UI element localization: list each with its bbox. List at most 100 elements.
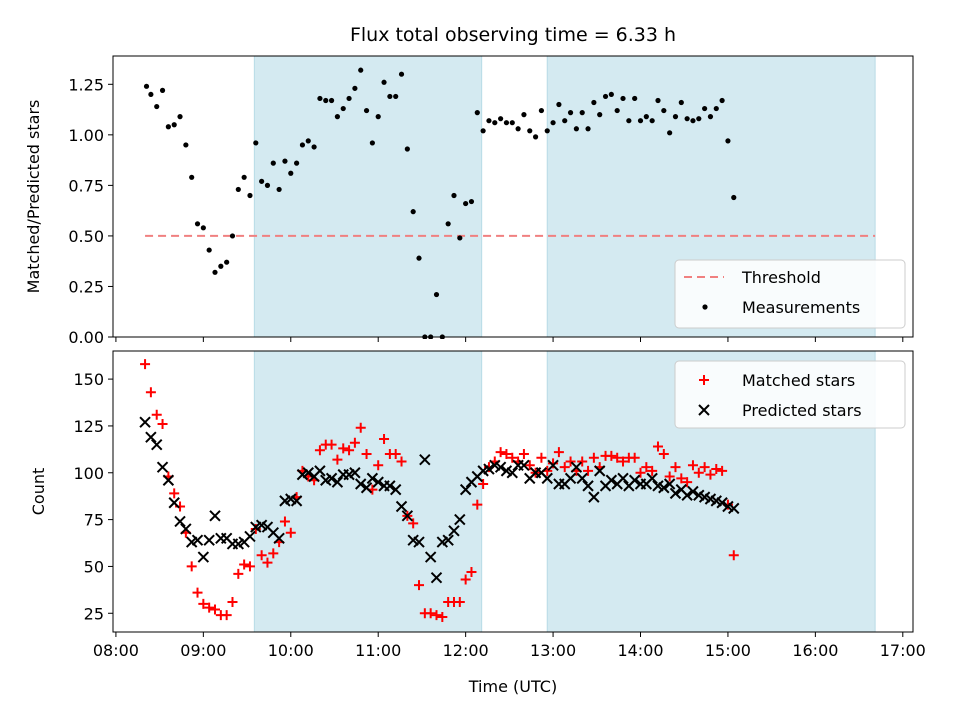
matched-star-point: [221, 610, 232, 621]
measurement-point: [608, 91, 614, 98]
matched-star-point: [431, 610, 442, 621]
matched-star-point: [437, 612, 448, 623]
measurement-point: [474, 110, 480, 116]
matched-star-point: [227, 597, 238, 608]
matched-star-point: [349, 437, 360, 448]
predicted-star-point: [442, 534, 454, 546]
predicted-star-point: [168, 497, 180, 509]
predicted-star-point: [401, 510, 414, 522]
measurement-point: [433, 291, 440, 298]
legend-threshold-label: Threshold: [741, 268, 821, 287]
matched-star-point: [658, 449, 669, 460]
y-tick-label: 150: [73, 370, 104, 389]
predicted-star-point: [360, 482, 373, 494]
measurement-point: [550, 120, 556, 126]
predicted-star-point: [314, 465, 326, 477]
matched-star-point: [256, 550, 267, 561]
measurement-point: [404, 146, 410, 152]
measurement-point: [498, 116, 504, 122]
matched-star-point: [355, 422, 366, 433]
matched-star-point: [262, 557, 273, 568]
matched-star-point: [460, 574, 471, 585]
matched-star-point: [583, 465, 594, 476]
measurement-point: [667, 130, 673, 136]
legend-box: [674, 259, 906, 329]
matched-star-point: [244, 561, 255, 572]
x-tick-label: 16:00: [792, 641, 838, 660]
measurement-point: [655, 97, 661, 104]
y-tick-label: 25: [84, 604, 104, 623]
measurement-point: [398, 71, 405, 77]
predicted-star-point: [582, 480, 594, 492]
measurement-point: [218, 263, 224, 269]
measurement-point: [451, 192, 457, 199]
predicted-star-point: [325, 472, 338, 485]
measurement-point: [177, 114, 183, 120]
matched-star-point: [192, 587, 203, 598]
matched-star-point: [279, 516, 290, 527]
matched-star-point: [145, 387, 156, 398]
matched-star-point: [314, 445, 325, 456]
y-tick-label: 50: [84, 557, 104, 576]
matched-star-point: [507, 452, 518, 463]
matched-star-point: [239, 559, 250, 570]
matched-star-point: [332, 454, 343, 465]
predicted-star-point: [459, 483, 472, 496]
measurement-point: [299, 142, 306, 148]
measurement-point: [532, 134, 539, 140]
measurement-point: [288, 170, 294, 176]
measurement-point: [328, 97, 335, 104]
predicted-star-point: [687, 485, 699, 498]
matched-star-point: [408, 518, 419, 529]
matched-star-point: [687, 460, 698, 471]
chart-title-group: Flux total observing time = 6.33 h: [350, 24, 676, 46]
legend-box: [674, 360, 906, 429]
measurement-point: [375, 114, 381, 120]
predicted-star-point: [355, 478, 367, 490]
predicted-star-point: [197, 551, 210, 563]
measurement-point: [719, 97, 725, 104]
matched-star-point: [396, 456, 407, 467]
predicted-star-point: [191, 534, 204, 546]
measurement-point: [259, 178, 265, 184]
matched-star-point: [565, 456, 576, 467]
matched-star-point: [699, 462, 710, 473]
predicted-star-point: [384, 480, 396, 492]
matched-star-point: [140, 359, 151, 370]
predicted-star-point: [372, 476, 384, 488]
predicted-star-point: [413, 536, 425, 548]
measurement-point: [270, 160, 276, 166]
measurement-point: [143, 83, 150, 89]
predicted-star-point: [448, 525, 460, 537]
predicted-star-point: [162, 474, 175, 486]
measurement-point: [445, 221, 451, 227]
measurement-point: [585, 126, 591, 132]
legend: Threshold Measurements: [674, 259, 906, 329]
measurement-point: [725, 138, 731, 144]
predicted-star-point: [617, 472, 629, 485]
measurement-point: [229, 233, 236, 239]
matched-star-point: [629, 452, 640, 463]
x-axis-label: Time (UTC): [468, 677, 557, 696]
legend-measurements-swatch: [702, 304, 708, 310]
measurement-point: [264, 182, 271, 188]
observing-span: [253, 55, 483, 338]
measurement-point: [253, 140, 259, 146]
matched-star-point: [361, 449, 372, 460]
x-tick-label: 12:00: [443, 641, 489, 660]
predicted-star-point: [331, 476, 344, 488]
measurement-point: [154, 103, 160, 110]
matched-star-point: [175, 501, 186, 512]
markers: [139, 359, 740, 623]
measurement-point: [340, 105, 346, 112]
y-tick-label: 75: [84, 511, 104, 530]
measurement-point: [562, 118, 568, 124]
legend-predicted-label: Predicted stars: [742, 401, 862, 420]
measurement-point: [556, 101, 562, 108]
predicted-star-point: [139, 416, 151, 428]
x-tick-label: 11:00: [355, 641, 401, 660]
measurement-point: [544, 128, 550, 134]
measurement-point: [527, 128, 533, 134]
measurement-point: [486, 118, 492, 124]
predicted-star-point: [494, 461, 507, 473]
